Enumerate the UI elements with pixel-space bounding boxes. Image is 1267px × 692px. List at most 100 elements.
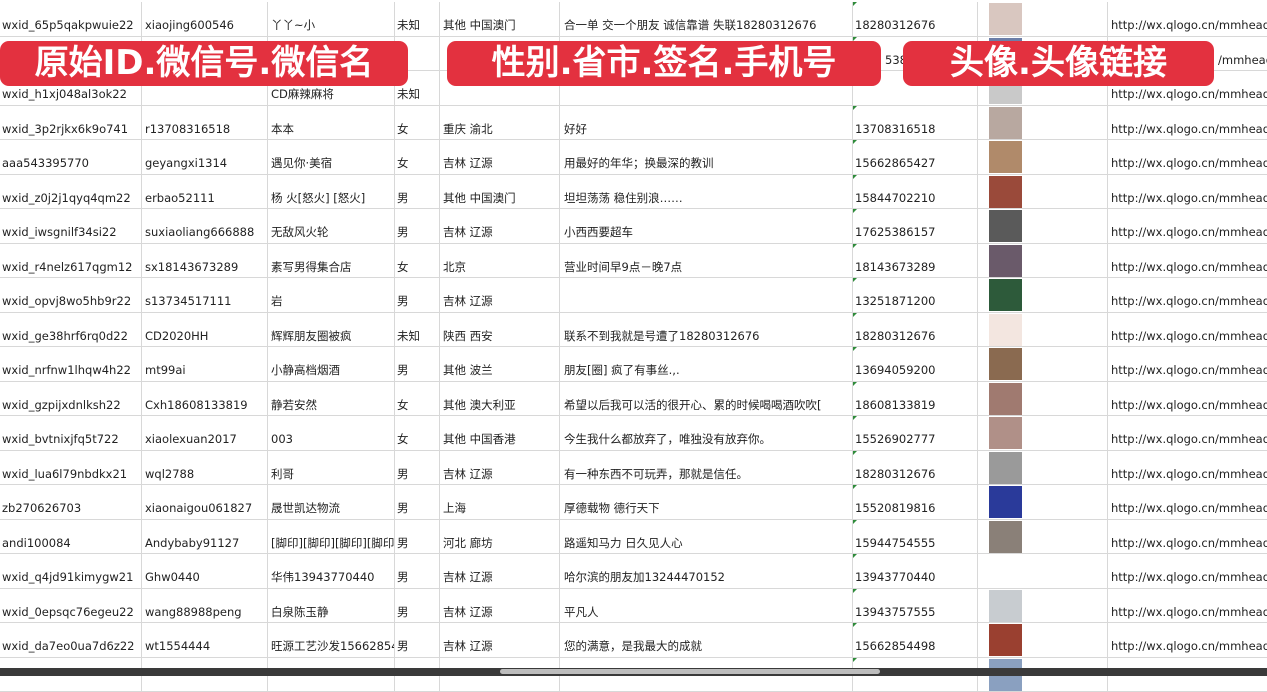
cell-avatar[interactable] [978, 451, 1108, 485]
cell-original-id[interactable]: wxid_0epsqc76egeu22 [0, 589, 142, 623]
cell-avatar[interactable] [978, 416, 1108, 450]
cell-wechat-id[interactable]: wt1554444 [142, 623, 268, 657]
cell-signature[interactable]: 哈尔滨的朋友加13244470152 [560, 554, 853, 588]
cell-wechat-name[interactable]: 利哥 [268, 451, 395, 485]
cell-phone[interactable]: 18280312676 [853, 2, 978, 36]
cell-signature[interactable]: 厚德载物 德行天下 [560, 485, 853, 519]
cell-avatar[interactable] [978, 520, 1108, 554]
cell-avatar-url[interactable]: http://wx.qlogo.cn/mmhead [1108, 106, 1267, 140]
cell-avatar[interactable] [978, 347, 1108, 381]
cell-region[interactable]: 上海 [440, 485, 560, 519]
cell-avatar[interactable] [978, 209, 1108, 243]
cell-avatar-url[interactable]: http://wx.qlogo.cn/mmhead [1108, 209, 1267, 243]
cell-gender[interactable]: 未知 [395, 2, 440, 36]
cell-signature[interactable]: 合一单 交一个朋友 诚信靠谱 失联18280312676 [560, 2, 853, 36]
cell-original-id[interactable]: wxid_lua6l79nbdkx21 [0, 451, 142, 485]
cell-region[interactable]: 其他 澳大利亚 [440, 382, 560, 416]
cell-original-id[interactable]: wxid_gzpijxdnlksh22 [0, 382, 142, 416]
cell-avatar[interactable] [978, 313, 1108, 347]
cell-region[interactable]: 河北 廊坊 [440, 520, 560, 554]
cell-wechat-name[interactable]: 无敌风火轮 [268, 209, 395, 243]
cell-region[interactable]: 吉林 辽源 [440, 589, 560, 623]
cell-gender[interactable]: 女 [395, 140, 440, 174]
cell-avatar-url[interactable]: http://wx.qlogo.cn/mmhead [1108, 347, 1267, 381]
cell-gender[interactable]: 男 [395, 278, 440, 312]
cell-avatar-url[interactable]: http://wx.qlogo.cn/mmhead [1108, 278, 1267, 312]
cell-signature[interactable]: 营业时间早9点－晚7点 [560, 244, 853, 278]
cell-region[interactable]: 其他 波兰 [440, 347, 560, 381]
cell-original-id[interactable]: wxid_r4nelz617qgm12 [0, 244, 142, 278]
cell-wechat-name[interactable]: 晟世凯达物流 [268, 485, 395, 519]
cell-phone[interactable]: 18608133819 [853, 382, 978, 416]
cell-region[interactable]: 吉林 辽源 [440, 209, 560, 243]
cell-wechat-id[interactable]: xiaolexuan2017 [142, 416, 268, 450]
cell-region[interactable]: 吉林 辽源 [440, 554, 560, 588]
cell-wechat-name[interactable]: 丫丫~小 [268, 2, 395, 36]
cell-phone[interactable]: 15844702210 [853, 175, 978, 209]
cell-avatar[interactable] [978, 2, 1108, 36]
cell-gender[interactable]: 男 [395, 209, 440, 243]
cell-wechat-name[interactable]: 003 [268, 416, 395, 450]
cell-gender[interactable]: 男 [395, 347, 440, 381]
cell-wechat-name[interactable]: 遇见你·美宿 [268, 140, 395, 174]
cell-avatar[interactable] [978, 106, 1108, 140]
cell-wechat-name[interactable]: 本本 [268, 106, 395, 140]
cell-signature[interactable] [560, 278, 853, 312]
cell-wechat-name[interactable]: 杨 火[怒火] [怒火] [268, 175, 395, 209]
cell-original-id[interactable]: wxid_ge38hrf6rq0d22 [0, 313, 142, 347]
cell-region[interactable]: 其他 中国澳门 [440, 175, 560, 209]
cell-wechat-name[interactable]: 辉辉朋友圈被疯 [268, 313, 395, 347]
cell-wechat-name[interactable]: 小静高档烟酒 [268, 347, 395, 381]
cell-signature[interactable]: 朋友[圈] 疯了有事丝.,. [560, 347, 853, 381]
cell-avatar-url[interactable]: http://wx.qlogo.cn/mmhead [1108, 520, 1267, 554]
cell-avatar[interactable] [978, 623, 1108, 657]
cell-avatar[interactable] [978, 485, 1108, 519]
cell-wechat-id[interactable]: CD2020HH [142, 313, 268, 347]
cell-gender[interactable]: 男 [395, 175, 440, 209]
cell-gender[interactable]: 男 [395, 589, 440, 623]
cell-avatar-url[interactable]: http://wx.qlogo.cn/mmhead [1108, 140, 1267, 174]
cell-avatar-url[interactable]: http://wx.qlogo.cn/mmhead [1108, 451, 1267, 485]
cell-wechat-id[interactable]: Ghw0440 [142, 554, 268, 588]
cell-signature[interactable]: 平凡人 [560, 589, 853, 623]
cell-wechat-id[interactable]: wql2788 [142, 451, 268, 485]
cell-wechat-id[interactable]: xiaonaigou061827 [142, 485, 268, 519]
cell-signature[interactable]: 联系不到我就是号遭了18280312676 [560, 313, 853, 347]
cell-wechat-name[interactable]: 白泉陈玉静 [268, 589, 395, 623]
cell-wechat-id[interactable]: erbao52111 [142, 175, 268, 209]
cell-phone[interactable]: 13694059200 [853, 347, 978, 381]
cell-original-id[interactable]: zb270626703 [0, 485, 142, 519]
cell-region[interactable]: 重庆 渝北 [440, 106, 560, 140]
cell-avatar-url[interactable]: http://wx.qlogo.cn/mmhead [1108, 416, 1267, 450]
cell-wechat-id[interactable]: mt99ai [142, 347, 268, 381]
cell-avatar-url[interactable]: http://wx.qlogo.cn/mmhead [1108, 244, 1267, 278]
cell-avatar[interactable] [978, 278, 1108, 312]
cell-signature[interactable]: 路遥知马力 日久见人心 [560, 520, 853, 554]
cell-wechat-id[interactable]: Cxh18608133819 [142, 382, 268, 416]
cell-wechat-id[interactable]: geyangxi1314 [142, 140, 268, 174]
cell-avatar-url[interactable]: http://wx.qlogo.cn/mmhead [1108, 313, 1267, 347]
cell-phone[interactable]: 15526902777 [853, 416, 978, 450]
cell-wechat-name[interactable]: [脚印][脚印][脚印][脚印] [268, 520, 395, 554]
cell-phone[interactable]: 15662865427 [853, 140, 978, 174]
cell-phone[interactable]: 18143673289 [853, 244, 978, 278]
cell-gender[interactable]: 女 [395, 106, 440, 140]
cell-avatar-url[interactable]: http://wx.qlogo.cn/mmhead [1108, 623, 1267, 657]
cell-signature[interactable]: 用最好的年华；换最深的教训 [560, 140, 853, 174]
cell-wechat-id[interactable]: xiaojing600546 [142, 2, 268, 36]
cell-gender[interactable]: 男 [395, 554, 440, 588]
cell-wechat-id[interactable]: wang88988peng [142, 589, 268, 623]
cell-original-id[interactable]: wxid_bvtnixjfq5t722 [0, 416, 142, 450]
cell-original-id[interactable]: aaa543395770 [0, 140, 142, 174]
cell-avatar[interactable] [978, 554, 1108, 588]
cell-avatar[interactable] [978, 589, 1108, 623]
cell-avatar-url[interactable]: http://wx.qlogo.cn/mmhead [1108, 554, 1267, 588]
cell-phone[interactable]: 13943770440 [853, 554, 978, 588]
cell-wechat-id[interactable]: sx18143673289 [142, 244, 268, 278]
cell-gender[interactable]: 未知 [395, 313, 440, 347]
cell-original-id[interactable]: wxid_q4jd91kimygw21 [0, 554, 142, 588]
cell-gender[interactable]: 女 [395, 244, 440, 278]
cell-avatar-url[interactable]: http://wx.qlogo.cn/mmhead [1108, 2, 1267, 36]
cell-signature[interactable]: 坦坦荡荡 稳住别浪…… [560, 175, 853, 209]
cell-gender[interactable]: 男 [395, 623, 440, 657]
